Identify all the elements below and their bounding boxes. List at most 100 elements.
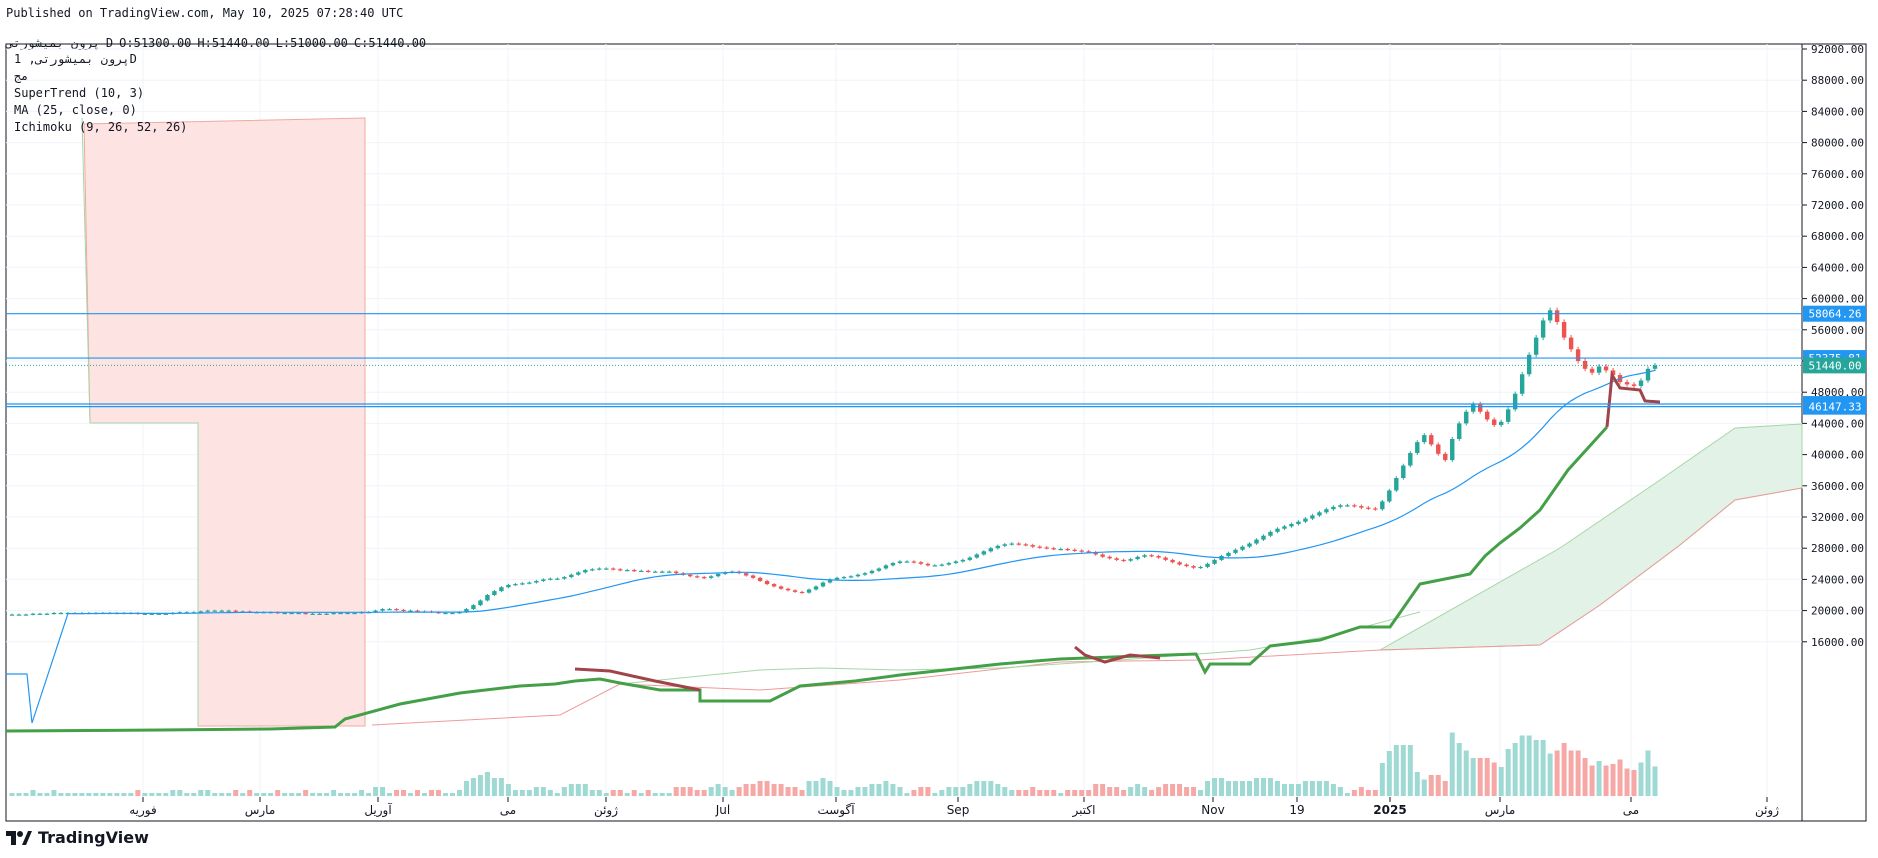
volume-bar [247, 790, 253, 796]
volume-bar [338, 793, 344, 796]
candle-body [1030, 545, 1035, 547]
candle-body [890, 563, 896, 566]
ichimoku-span-a-early [81, 117, 199, 726]
volume-bar [1561, 743, 1567, 796]
candle-body [1485, 411, 1490, 420]
candle-body [1568, 337, 1574, 350]
volume-bar [659, 793, 665, 796]
volume-bar [1400, 745, 1406, 796]
candle-body [694, 576, 700, 578]
candle-body [1226, 552, 1231, 556]
x-tick-label: آگوست [817, 802, 855, 818]
volume-bar [1295, 784, 1301, 796]
y-tick-label: 32000.00 [1811, 511, 1864, 524]
candle-body [1422, 435, 1427, 443]
volume-bar [289, 793, 295, 796]
candle-body [1009, 543, 1014, 545]
volume-bar [477, 775, 483, 796]
legend-ma[interactable]: MA (25, close, 0) [14, 103, 137, 117]
candle-body [436, 612, 441, 614]
volume-bar [736, 787, 742, 796]
legend-ichimoku[interactable]: Ichimoku (9, 26, 52, 26) [14, 120, 188, 134]
candle-body [1247, 543, 1252, 547]
volume-bar [946, 787, 952, 796]
volume-bar [1260, 778, 1266, 796]
candle-body [848, 576, 854, 578]
candle-body [1128, 559, 1133, 561]
volume-bar [554, 793, 560, 796]
volume-bar [743, 784, 749, 796]
volume-bar [1030, 787, 1036, 796]
candle-body [569, 574, 574, 578]
candle-body [1184, 564, 1189, 567]
volume-bar [890, 784, 896, 796]
candle-body [1254, 539, 1259, 544]
volume-bar [1267, 778, 1273, 796]
volume-bar [1533, 740, 1539, 796]
volume-bar [1086, 790, 1092, 796]
x-tick-label: Jul [715, 803, 730, 817]
volume-bar [645, 790, 651, 796]
volume-bar [785, 787, 791, 796]
volume-bar [1456, 743, 1462, 796]
volume-bar [1016, 790, 1022, 796]
volume-bar [722, 787, 728, 796]
volume-bar [184, 793, 190, 796]
volume-bar [65, 793, 71, 796]
candle-body [443, 612, 448, 615]
candle-body [1366, 507, 1371, 509]
candle-body [30, 613, 36, 615]
candle-body [156, 613, 162, 615]
candle-body [1296, 521, 1301, 525]
candle-body [1289, 524, 1294, 527]
legend-title: پرون بمیشورتی, 1D [14, 52, 137, 66]
volume-bar [1191, 787, 1197, 796]
candle-body [1624, 382, 1630, 385]
candle-body [1631, 384, 1637, 386]
x-tick-label: فوریه [129, 803, 157, 818]
volume-bar [156, 793, 162, 796]
volume-bar [198, 790, 204, 796]
volume-bar [93, 793, 99, 796]
volume-bar [813, 781, 819, 796]
candle-body [701, 577, 707, 579]
candle-body [743, 573, 749, 576]
legend-supertrend[interactable]: SuperTrend (10, 3) [14, 86, 145, 100]
volume-bar [1246, 781, 1252, 796]
volume-bar [715, 784, 721, 796]
candle-body [918, 562, 924, 564]
candle-body [520, 583, 525, 585]
candle-body [855, 574, 861, 577]
volume-bar [359, 790, 365, 796]
candle-body [1331, 506, 1336, 510]
volume-bar [240, 793, 246, 796]
candle-body [289, 612, 294, 615]
candle-body [1596, 366, 1602, 373]
volume-bar [610, 790, 616, 796]
volume-bar [1554, 750, 1560, 796]
volume-bar [960, 787, 966, 796]
volume-bar [603, 793, 609, 796]
y-tick-label: 64000.00 [1811, 261, 1864, 274]
volume-bar [932, 793, 938, 796]
volume-bar [1477, 758, 1483, 796]
volume-bar [1274, 781, 1280, 796]
volume-bar [995, 784, 1001, 796]
x-tick-label: ژوئن [594, 803, 618, 818]
supertrend-line-down [1074, 645, 1161, 664]
candle-body [317, 613, 322, 615]
volume-bar [526, 790, 532, 796]
volume-bar [806, 781, 812, 796]
volume-bar [1281, 784, 1287, 796]
horizontal-line-price: 46147.33 [1809, 401, 1862, 414]
volume-bar [1610, 764, 1616, 796]
x-tick-label: مارس [1485, 803, 1516, 818]
volume-bar [498, 778, 504, 796]
volume-bar [1617, 759, 1623, 796]
volume-bar [512, 790, 518, 796]
candle-body [541, 579, 546, 581]
candle-body [1415, 442, 1420, 454]
volume-bar [1177, 784, 1183, 796]
chart-legend: پرون بمیشورتی, 1D مج SuperTrend (10, 3) … [14, 51, 187, 136]
